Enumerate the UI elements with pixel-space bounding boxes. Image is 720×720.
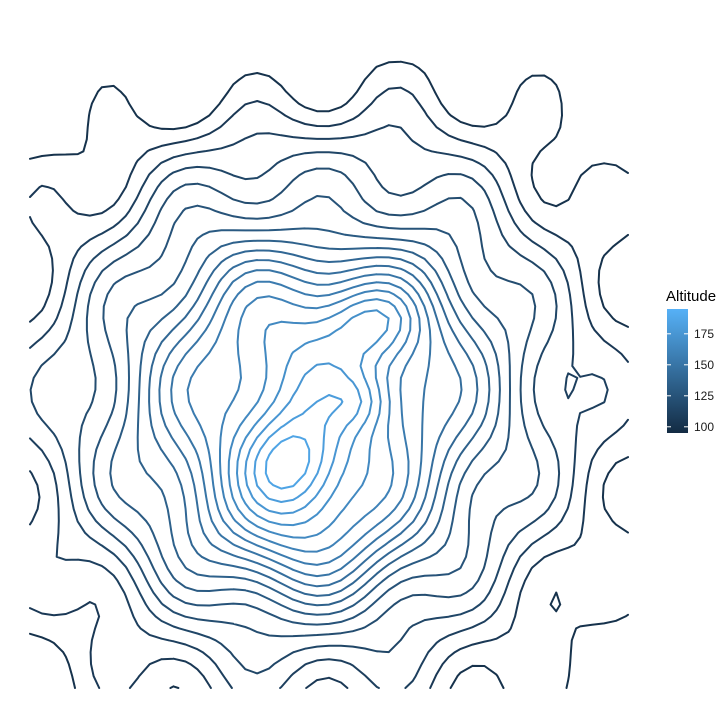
contour-line-170 <box>236 309 390 527</box>
contour-line-130 <box>109 227 501 616</box>
contour-line-125 <box>92 195 511 626</box>
contour-lines <box>29 60 629 689</box>
legend-tick-label: 100 <box>694 420 714 434</box>
contour-line-165 <box>227 298 403 539</box>
legend-tick-label: 150 <box>694 358 714 372</box>
contour-line-180 <box>253 394 344 503</box>
contour-line-100 <box>29 60 629 689</box>
contour-line-115 <box>29 151 561 675</box>
contour-line-160 <box>219 289 412 553</box>
contour-line-145 <box>158 259 463 588</box>
contour-line-135 <box>136 239 491 607</box>
legend-tick-label: 125 <box>694 389 714 403</box>
contour-line-140 <box>148 249 479 597</box>
contour-line-150 <box>170 269 432 578</box>
contour-line-155 <box>186 280 421 566</box>
contour-line-110 <box>29 124 609 689</box>
contour-line-185 <box>264 435 311 490</box>
contour-line-120 <box>78 167 541 638</box>
legend-title: Altitude <box>666 288 716 305</box>
legend-tick-label: 175 <box>694 327 714 341</box>
contour-line-175 <box>244 362 363 515</box>
contour-line-105 <box>29 86 629 689</box>
legend: Altitude 100 125 150 175 <box>666 288 716 434</box>
legend-colorbar <box>667 309 688 433</box>
